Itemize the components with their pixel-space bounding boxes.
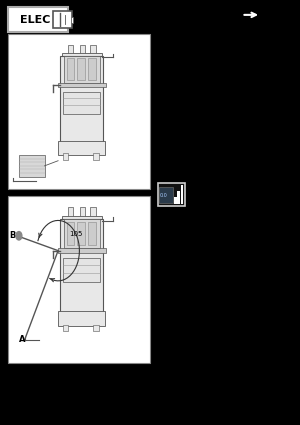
Bar <box>8 34 150 189</box>
Bar <box>8 7 68 32</box>
Bar <box>77 58 85 80</box>
Text: B: B <box>9 231 15 240</box>
Bar <box>60 219 103 316</box>
Bar <box>58 248 106 253</box>
Bar <box>88 58 96 80</box>
Bar <box>178 191 180 204</box>
Bar <box>62 53 102 62</box>
Bar <box>93 153 99 160</box>
Bar <box>159 187 173 203</box>
Bar <box>71 17 73 23</box>
Bar <box>63 153 68 160</box>
Text: 105: 105 <box>69 231 82 237</box>
Bar <box>64 219 100 248</box>
Bar <box>63 325 68 332</box>
Text: 0.0: 0.0 <box>160 193 167 198</box>
Bar <box>58 83 106 87</box>
Bar <box>88 222 96 245</box>
Bar <box>64 56 100 83</box>
Bar <box>67 58 74 80</box>
Bar <box>68 207 73 215</box>
Bar <box>63 258 100 282</box>
Bar <box>158 183 184 206</box>
Bar <box>90 45 96 53</box>
Bar <box>62 215 102 226</box>
Bar <box>8 196 150 363</box>
Bar <box>68 45 73 53</box>
Bar <box>77 222 85 245</box>
Bar <box>93 325 99 332</box>
Bar <box>60 56 103 146</box>
Text: A: A <box>19 335 26 344</box>
Bar <box>181 185 183 204</box>
Bar <box>52 11 72 28</box>
Bar <box>19 155 44 177</box>
Circle shape <box>16 232 22 240</box>
Text: ELEC: ELEC <box>20 14 51 25</box>
Bar <box>80 207 85 215</box>
Bar <box>174 197 177 204</box>
Bar <box>67 222 74 245</box>
Bar <box>58 141 105 155</box>
Bar <box>90 207 96 215</box>
Bar <box>63 92 100 114</box>
Bar <box>58 312 105 326</box>
Bar <box>80 45 85 53</box>
